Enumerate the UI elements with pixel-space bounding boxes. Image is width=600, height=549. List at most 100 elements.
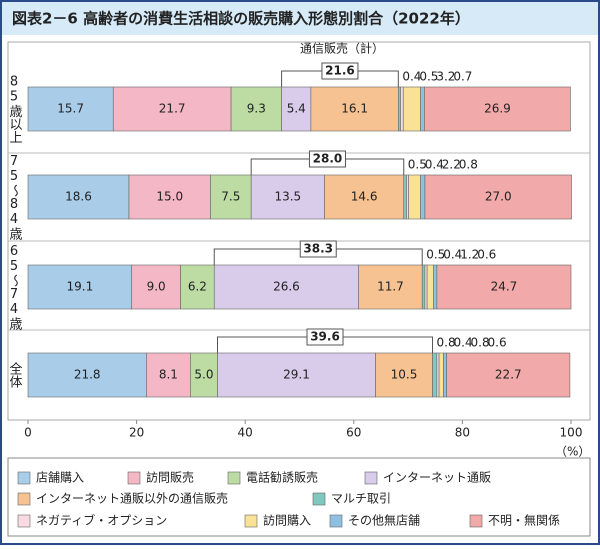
legend-swatch	[244, 514, 258, 528]
bar-segment	[433, 264, 438, 310]
data-label: 24.7	[491, 280, 518, 294]
bracket-box	[306, 328, 344, 346]
bracket-label: 39.6	[310, 330, 340, 344]
x-tick-label: 20	[129, 426, 144, 440]
y-tick-label: 75～84歳	[7, 154, 23, 240]
bar-segment	[402, 86, 421, 132]
bracket-label: 38.3	[303, 242, 333, 256]
bar-segment	[403, 174, 407, 220]
bar-segment	[375, 352, 433, 398]
data-label: 15.0	[156, 190, 183, 204]
data-label: 3.2	[436, 70, 455, 84]
legend-label: 不明・無関係	[488, 513, 560, 528]
bracket-label: 21.6	[325, 64, 355, 78]
data-label: 0.5	[419, 70, 438, 84]
bar-segment	[131, 264, 181, 310]
bar-segment	[432, 352, 438, 398]
bar-segment	[27, 352, 147, 398]
legend-swatch	[312, 492, 326, 506]
x-tick-label: 0	[24, 426, 32, 440]
data-label: 11.7	[377, 280, 404, 294]
bar-segment	[424, 86, 571, 132]
data-label: 0.4	[443, 248, 462, 262]
data-label: 18.6	[65, 190, 92, 204]
data-label: 21.8	[74, 368, 101, 382]
legend-swatch	[227, 471, 241, 485]
bar-segment	[446, 352, 571, 398]
bar-segment	[27, 174, 130, 220]
legend-label: 訪問購入	[263, 513, 311, 528]
bar-segment	[210, 174, 252, 220]
bracket-title: 通信販売（計）	[300, 41, 384, 56]
data-label: 5.4	[287, 102, 306, 116]
bar-segment	[424, 264, 428, 310]
data-label: 15.7	[57, 102, 84, 116]
bracket-box	[299, 240, 337, 258]
data-label: 1.2	[460, 248, 479, 262]
bar-segment	[250, 174, 325, 220]
legend-swatch	[329, 514, 343, 528]
data-label: 0.8	[437, 336, 456, 350]
data-label: 10.5	[391, 368, 418, 382]
bar-segment	[213, 264, 359, 310]
data-label: 0.4	[454, 336, 473, 350]
bar-segment	[436, 264, 572, 310]
data-label: 0.8	[471, 336, 490, 350]
bracket-box	[308, 150, 346, 168]
data-label: 26.6	[273, 280, 300, 294]
bracket-box	[321, 62, 359, 80]
y-tick-label: 65～74歳	[7, 244, 23, 330]
bar-segment	[27, 86, 114, 132]
bar-segment	[398, 86, 401, 132]
x-tick-label: 60	[346, 426, 361, 440]
y-tick-label: 85歳以上	[7, 75, 23, 144]
bar-segment	[443, 352, 447, 398]
data-label: 8.1	[159, 368, 178, 382]
bar-segment	[230, 86, 282, 132]
bar-segment	[400, 86, 404, 132]
bar-segment	[421, 264, 426, 310]
legend-label: ネガティブ・オプション	[36, 513, 167, 528]
data-label: 9.3	[247, 102, 266, 116]
data-label: 0.4	[402, 70, 421, 84]
x-tick-label: 100	[560, 426, 583, 440]
bar-segment	[420, 174, 426, 220]
x-tick-label: 40	[238, 426, 253, 440]
legend-label: その他無店舗	[348, 513, 420, 528]
y-tick-label: 全体	[7, 361, 23, 388]
bar-segment	[128, 174, 211, 220]
title-bg	[2, 2, 598, 35]
bar-segment	[146, 352, 191, 398]
data-label: 0.7	[453, 70, 472, 84]
data-label: 6.2	[188, 280, 207, 294]
data-label: 16.1	[341, 102, 368, 116]
bar-segment	[217, 352, 376, 398]
data-label: 29.1	[283, 368, 310, 382]
legend-label: 訪問販売	[146, 470, 194, 485]
chart-title: 図表2－6 高齢者の消費生活相談の販売購入形態別割合（2022年）	[12, 10, 470, 28]
legend-swatch	[364, 471, 378, 485]
legend-swatch	[127, 471, 141, 485]
data-label: 21.7	[159, 102, 186, 116]
bar-segment	[180, 264, 215, 310]
bar-segment	[438, 352, 444, 398]
data-label: 0.8	[459, 158, 478, 172]
data-label: 27.0	[485, 190, 512, 204]
data-label: 19.1	[66, 280, 93, 294]
x-label: （%）	[555, 445, 590, 459]
legend-label: 電話勧誘販売	[246, 470, 318, 485]
legend-label: インターネット通販以外の通信販売	[36, 491, 228, 506]
data-label: 14.6	[351, 190, 378, 204]
legend-label: 店舗購入	[36, 471, 84, 485]
bar-segment	[426, 264, 434, 310]
data-label: 2.2	[442, 158, 461, 172]
legend-swatch	[17, 492, 31, 506]
legend-swatch	[17, 514, 31, 528]
bar-segment	[324, 174, 405, 220]
bar-segment	[281, 86, 312, 132]
x-tick-label: 80	[455, 426, 470, 440]
data-label: 22.7	[495, 368, 522, 382]
data-label: 9.0	[147, 280, 166, 294]
data-label: 0.5	[426, 248, 445, 262]
